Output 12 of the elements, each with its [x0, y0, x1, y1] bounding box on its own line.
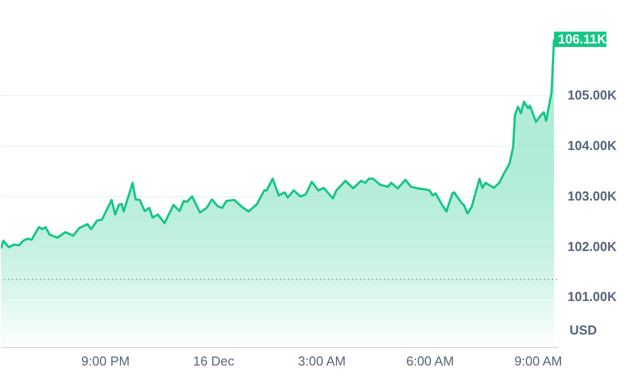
y-tick-label: 103.00K — [568, 188, 618, 204]
y-tick-label: 105.00K — [568, 88, 618, 103]
x-tick-label: 3:00 AM — [298, 354, 346, 368]
y-axis-title: USD — [570, 322, 597, 338]
y-tick-label: 102.00K — [568, 238, 618, 254]
x-tick-label: 9:00 PM — [81, 354, 130, 368]
y-tick-label: 101.00K — [568, 289, 618, 304]
y-tick-label: 104.00K — [568, 138, 618, 154]
x-tick-label: 16 Dec — [193, 354, 235, 368]
x-tick-label: 6:00 AM — [406, 354, 454, 368]
x-tick-label: 9:00 AM — [514, 354, 562, 368]
annotation: 106.11K — [558, 31, 608, 46]
